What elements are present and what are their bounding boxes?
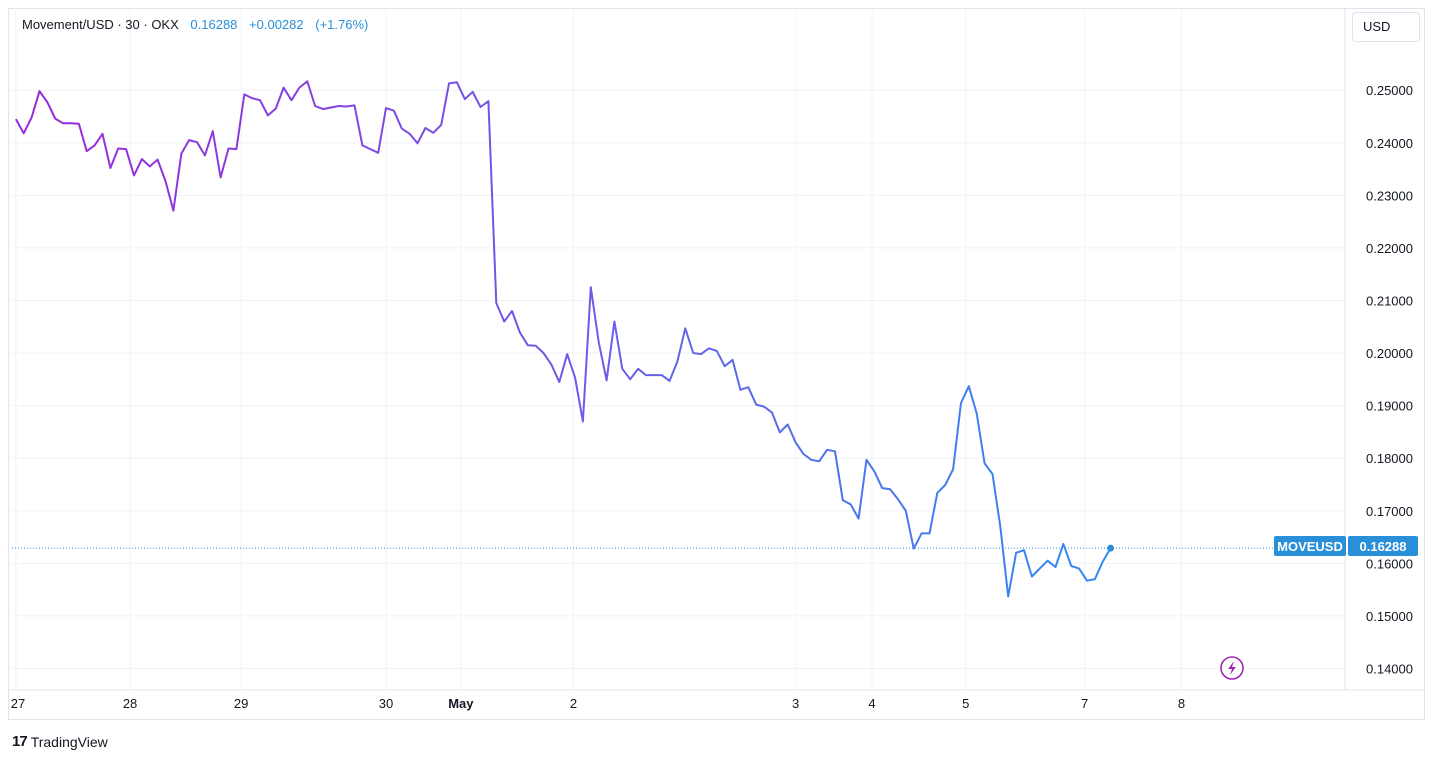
tradingview-logo-icon: 17 bbox=[12, 733, 28, 750]
x-tick-label: 3 bbox=[792, 696, 799, 711]
x-axis-labels: 27 28 29 30 May 2 3 4 5 7 8 bbox=[11, 696, 1185, 711]
x-tick-label: 30 bbox=[379, 696, 393, 711]
y-tick-label: 0.21000 bbox=[1366, 293, 1413, 308]
currency-button[interactable]: USD bbox=[1352, 12, 1420, 42]
axes bbox=[8, 8, 1425, 691]
y-tick-label: 0.15000 bbox=[1366, 609, 1413, 624]
y-tick-label: 0.16000 bbox=[1366, 556, 1413, 571]
price-tag-symbol: MOVEUSD bbox=[1277, 539, 1343, 554]
y-tick-label: 0.19000 bbox=[1366, 399, 1413, 414]
y-tick-label: 0.24000 bbox=[1366, 136, 1413, 151]
x-tick-label: 8 bbox=[1178, 696, 1185, 711]
y-axis-labels: 0.25000 0.24000 0.23000 0.22000 0.21000 0.200… bbox=[1366, 83, 1413, 676]
price-tag-value-bg bbox=[1348, 536, 1418, 556]
y-tick-label: 0.25000 bbox=[1366, 83, 1413, 98]
x-tick-label: 2 bbox=[570, 696, 577, 711]
y-tick-label: 0.18000 bbox=[1366, 451, 1413, 466]
x-tick-label: 27 bbox=[11, 696, 25, 711]
price-series-line bbox=[15, 80, 1112, 598]
price-tag: MOVEUSD 0.16288 bbox=[1274, 536, 1418, 556]
y-tick-label: 0.20000 bbox=[1366, 346, 1413, 361]
price-change-percent: (+1.76%) bbox=[315, 17, 369, 32]
x-tick-label: May bbox=[448, 696, 474, 711]
x-tick-label: 28 bbox=[123, 696, 137, 711]
price-tag-symbol-bg bbox=[1274, 536, 1346, 556]
last-price-dot bbox=[1107, 544, 1115, 552]
y-tick-label: 0.23000 bbox=[1366, 188, 1413, 203]
tradingview-footer[interactable]: 17 TradingView bbox=[12, 733, 108, 750]
y-tick-label: 0.17000 bbox=[1366, 504, 1413, 519]
last-price: 0.16288 bbox=[190, 17, 238, 32]
tradingview-brand: TradingView bbox=[30, 733, 108, 750]
x-tick-label: 7 bbox=[1081, 696, 1088, 711]
grid-lines bbox=[8, 8, 1345, 690]
x-tick-label: 29 bbox=[234, 696, 248, 711]
symbol-legend: Movement/USD · 30 · OKX 0.16288 +0.00282… bbox=[22, 17, 368, 32]
y-tick-label: 0.14000 bbox=[1366, 661, 1413, 676]
lightning-icon[interactable] bbox=[1220, 656, 1244, 680]
price-change: +0.00282 bbox=[249, 17, 304, 32]
price-tag-value: 0.16288 bbox=[1360, 539, 1407, 554]
symbol-name: Movement/USD · 30 · OKX bbox=[22, 17, 179, 32]
x-tick-label: 5 bbox=[962, 696, 969, 711]
x-tick-label: 4 bbox=[868, 696, 875, 711]
y-tick-label: 0.22000 bbox=[1366, 241, 1413, 256]
chart-frame bbox=[8, 8, 1425, 720]
